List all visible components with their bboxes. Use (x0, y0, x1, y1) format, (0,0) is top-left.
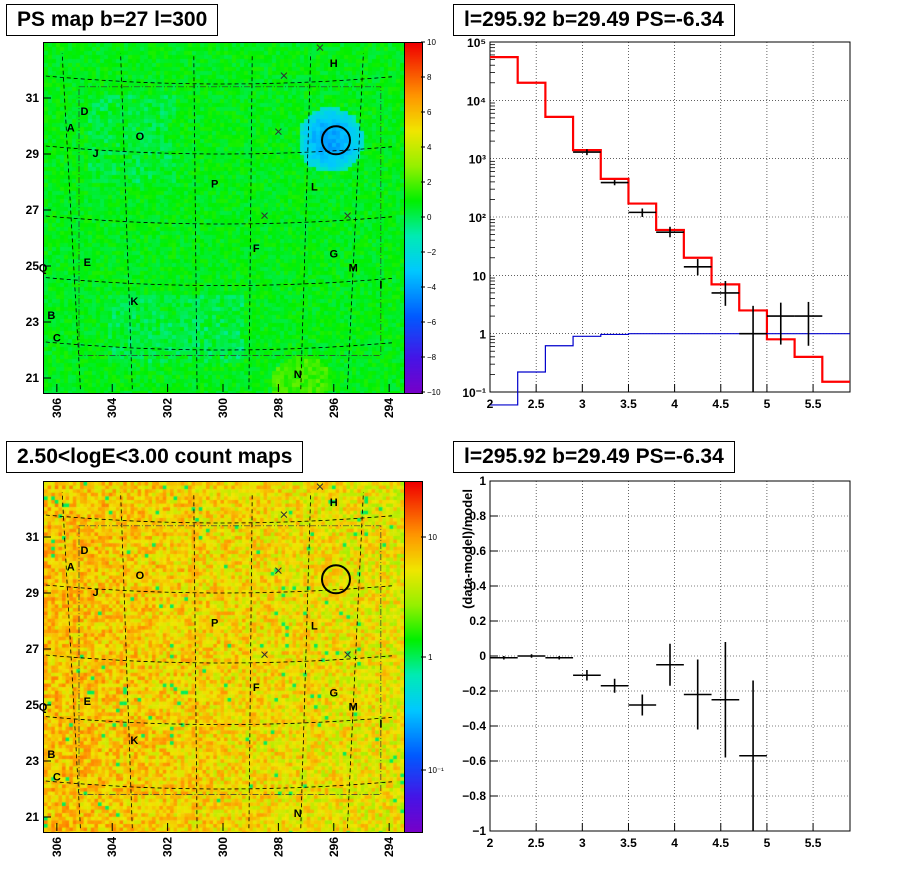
x-tick-label: 4.5 (712, 836, 729, 850)
y-tick-label: 0.4 (469, 579, 486, 593)
colorbar-tick-label: −10 (427, 388, 441, 397)
colorbar-tick-label: −2 (427, 248, 437, 257)
y-tick-label: 1 (479, 474, 486, 488)
x-tick-label: 5 (764, 397, 771, 411)
colorbar-tick-label: −6 (427, 318, 437, 327)
y-tick-label: −1 (472, 824, 486, 838)
y-tick-label: 10⁴ (467, 94, 486, 108)
colorbar-tick-label: 1 (428, 653, 433, 662)
x-tick-label: 4 (671, 397, 678, 411)
x-tick-label: 2.5 (528, 397, 545, 411)
y-tick-label: −0.8 (462, 789, 486, 803)
colorbar-tick-label: −4 (427, 283, 437, 292)
y-tick-label: 10 (473, 269, 487, 283)
x-tick-label: 2 (487, 397, 494, 411)
y-tick-label: 10³ (469, 153, 486, 167)
colorbar-tick-label: −8 (427, 353, 437, 362)
ps-map-colorbar (404, 42, 423, 394)
x-tick-label: 3 (579, 397, 586, 411)
x-tick-label: 5 (764, 836, 771, 850)
spectrum-title: l=295.92 b=29.49 PS=-6.34 (453, 4, 735, 36)
y-tick-label: 10² (469, 211, 486, 225)
y-tick-label: 10⁻¹ (462, 386, 486, 400)
y-tick-label: −0.6 (462, 754, 486, 768)
x-tick-label: 5.5 (805, 397, 822, 411)
count-map-colorbar-ticks: 10 1 10⁻¹ (421, 533, 444, 775)
y-tick-label: 0.6 (469, 544, 486, 558)
colorbar-tick-label: 10 (428, 533, 437, 542)
y-tick-label: 0.8 (469, 509, 486, 523)
x-tick-label: 3.5 (620, 836, 637, 850)
colorbar-tick-label: 8 (427, 73, 432, 82)
x-tick-label: 3.5 (620, 397, 637, 411)
y-tick-label: −0.2 (462, 684, 486, 698)
y-tick-label: 10⁵ (467, 36, 486, 50)
colorbar-tick-label: 0 (427, 213, 432, 222)
x-tick-label: 4.5 (712, 397, 729, 411)
x-tick-label: 4 (671, 836, 678, 850)
colorbar-tick-label: 2 (427, 178, 432, 187)
count-map-title: 2.50<logE<3.00 count maps (6, 441, 304, 473)
colorbar-tick-label: 4 (427, 143, 432, 152)
residual-title: l=295.92 b=29.49 PS=-6.34 (453, 441, 735, 473)
x-tick-label: 2 (487, 836, 494, 850)
colorbar-tick-label: 10 (427, 38, 436, 47)
ps-map-colorbar-ticks: 10 8 6 4 2 0 −2 −4 −6 −8 −10 (421, 38, 441, 397)
y-tick-label: 0.2 (469, 614, 486, 628)
x-tick-label: 3 (579, 836, 586, 850)
y-tick-label: 1 (479, 328, 486, 342)
x-tick-label: 2.5 (528, 836, 545, 850)
y-tick-label: 0 (479, 649, 486, 663)
residual-y-axis-label: (data-model)/model (460, 489, 475, 609)
x-tick-label: 5.5 (805, 836, 822, 850)
y-tick-label: −0.4 (462, 719, 486, 733)
ps-map-title: PS map b=27 l=300 (6, 4, 219, 36)
colorbar-tick-label: 10⁻¹ (428, 766, 444, 775)
colorbar-tick-label: 6 (427, 108, 432, 117)
